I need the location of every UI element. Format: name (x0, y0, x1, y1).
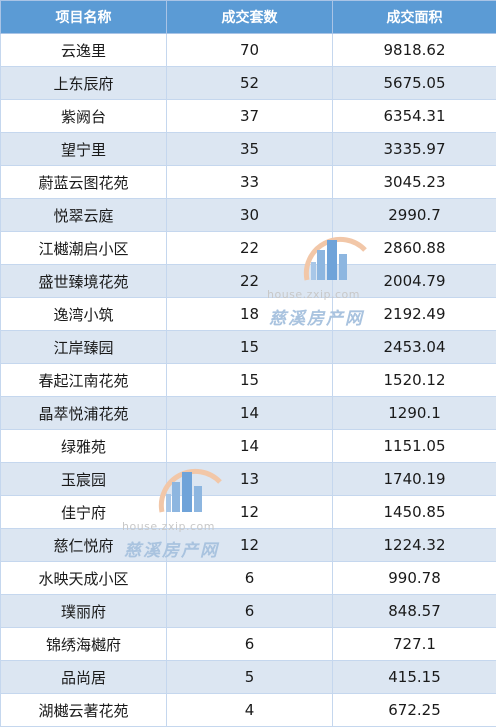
cell-units-sold: 6 (166, 561, 333, 595)
cell-units-sold: 22 (166, 231, 333, 265)
table-row: 蔚蓝云图花苑 33 3045.23 (0, 165, 496, 199)
table-row: 璞丽府 6 848.57 (0, 594, 496, 628)
cell-area-sold: 1450.85 (332, 495, 496, 529)
cell-area-sold: 1290.1 (332, 396, 496, 430)
cell-project-name: 晶萃悦浦花苑 (0, 396, 167, 430)
table-row: 品尚居 5 415.15 (0, 660, 496, 694)
table-row: 江岸臻园 15 2453.04 (0, 330, 496, 364)
cell-area-sold: 3335.97 (332, 132, 496, 166)
cell-area-sold: 1740.19 (332, 462, 496, 496)
table-row: 上东辰府 52 5675.05 (0, 66, 496, 100)
cell-units-sold: 6 (166, 594, 333, 628)
cell-units-sold: 15 (166, 330, 333, 364)
table-row: 水映天成小区 6 990.78 (0, 561, 496, 595)
cell-area-sold: 2860.88 (332, 231, 496, 265)
header-project-name: 项目名称 (0, 0, 167, 34)
cell-units-sold: 12 (166, 495, 333, 529)
cell-project-name: 玉宸园 (0, 462, 167, 496)
cell-units-sold: 6 (166, 627, 333, 661)
cell-units-sold: 52 (166, 66, 333, 100)
table-row: 晶萃悦浦花苑 14 1290.1 (0, 396, 496, 430)
cell-units-sold: 15 (166, 363, 333, 397)
cell-project-name: 紫阙台 (0, 99, 167, 133)
cell-area-sold: 2453.04 (332, 330, 496, 364)
cell-project-name: 水映天成小区 (0, 561, 167, 595)
cell-units-sold: 35 (166, 132, 333, 166)
table-row: 慈仁悦府 12 1224.32 (0, 528, 496, 562)
table-row: 悦翠云庭 30 2990.7 (0, 198, 496, 232)
cell-project-name: 江岸臻园 (0, 330, 167, 364)
cell-project-name: 江樾潮启小区 (0, 231, 167, 265)
cell-units-sold: 70 (166, 33, 333, 67)
cell-units-sold: 37 (166, 99, 333, 133)
table-row: 佳宁府 12 1450.85 (0, 495, 496, 529)
table-row: 春起江南花苑 15 1520.12 (0, 363, 496, 397)
cell-units-sold: 14 (166, 429, 333, 463)
cell-area-sold: 727.1 (332, 627, 496, 661)
cell-project-name: 湖樾云著花苑 (0, 693, 167, 727)
cell-units-sold: 30 (166, 198, 333, 232)
table-row: 逸湾小筑 18 2192.49 (0, 297, 496, 331)
table-row: 锦绣海樾府 6 727.1 (0, 627, 496, 661)
cell-units-sold: 4 (166, 693, 333, 727)
cell-area-sold: 9818.62 (332, 33, 496, 67)
cell-area-sold: 6354.31 (332, 99, 496, 133)
cell-area-sold: 672.25 (332, 693, 496, 727)
cell-project-name: 璞丽府 (0, 594, 167, 628)
table-row: 望宁里 35 3335.97 (0, 132, 496, 166)
cell-units-sold: 18 (166, 297, 333, 331)
cell-area-sold: 1520.12 (332, 363, 496, 397)
header-area-sold: 成交面积 (332, 0, 496, 34)
table-row: 绿雅苑 14 1151.05 (0, 429, 496, 463)
table-row: 云逸里 70 9818.62 (0, 33, 496, 67)
cell-project-name: 望宁里 (0, 132, 167, 166)
cell-area-sold: 990.78 (332, 561, 496, 595)
cell-project-name: 慈仁悦府 (0, 528, 167, 562)
cell-units-sold: 12 (166, 528, 333, 562)
cell-project-name: 锦绣海樾府 (0, 627, 167, 661)
cell-project-name: 悦翠云庭 (0, 198, 167, 232)
cell-area-sold: 415.15 (332, 660, 496, 694)
table-row: 湖樾云著花苑 4 672.25 (0, 693, 496, 727)
cell-project-name: 品尚居 (0, 660, 167, 694)
cell-area-sold: 2192.49 (332, 297, 496, 331)
cell-area-sold: 848.57 (332, 594, 496, 628)
cell-project-name: 逸湾小筑 (0, 297, 167, 331)
cell-project-name: 上东辰府 (0, 66, 167, 100)
cell-project-name: 盛世臻境花苑 (0, 264, 167, 298)
table-row: 江樾潮启小区 22 2860.88 (0, 231, 496, 265)
cell-units-sold: 5 (166, 660, 333, 694)
table-header-row: 项目名称 成交套数 成交面积 (0, 0, 496, 34)
cell-area-sold: 2990.7 (332, 198, 496, 232)
cell-units-sold: 13 (166, 462, 333, 496)
cell-project-name: 蔚蓝云图花苑 (0, 165, 167, 199)
cell-units-sold: 14 (166, 396, 333, 430)
cell-area-sold: 1151.05 (332, 429, 496, 463)
cell-units-sold: 22 (166, 264, 333, 298)
cell-project-name: 云逸里 (0, 33, 167, 67)
cell-project-name: 春起江南花苑 (0, 363, 167, 397)
table-row: 盛世臻境花苑 22 2004.79 (0, 264, 496, 298)
cell-area-sold: 3045.23 (332, 165, 496, 199)
header-units-sold: 成交套数 (166, 0, 333, 34)
cell-project-name: 佳宁府 (0, 495, 167, 529)
cell-project-name: 绿雅苑 (0, 429, 167, 463)
cell-area-sold: 1224.32 (332, 528, 496, 562)
table-row: 玉宸园 13 1740.19 (0, 462, 496, 496)
cell-area-sold: 5675.05 (332, 66, 496, 100)
table-row: 紫阙台 37 6354.31 (0, 99, 496, 133)
cell-units-sold: 33 (166, 165, 333, 199)
cell-area-sold: 2004.79 (332, 264, 496, 298)
